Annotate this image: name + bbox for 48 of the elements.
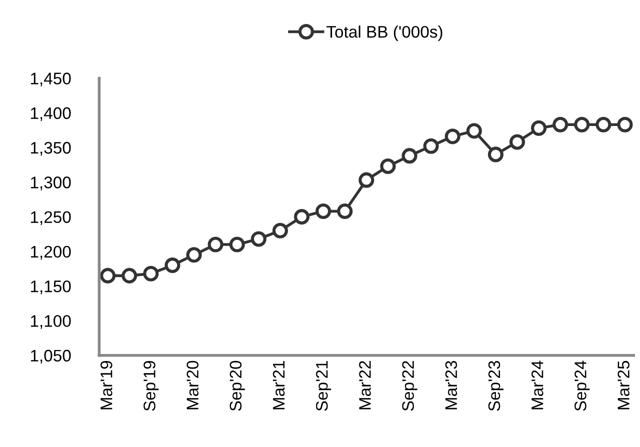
point — [186, 247, 202, 263]
point — [402, 148, 418, 164]
point — [272, 222, 288, 238]
x-tick-label: Sep'21 — [316, 361, 332, 411]
x-tick-label: Mar'20 — [186, 360, 198, 410]
point — [488, 146, 504, 162]
y-tick-label: 1,050 — [30, 350, 71, 364]
point — [229, 236, 245, 252]
x-tick-label: Mar'19 — [100, 361, 112, 410]
point — [466, 123, 482, 139]
point — [122, 268, 138, 284]
x-tick-label: Sep'19 — [144, 361, 159, 411]
y-tick-label: 1,350 — [30, 142, 71, 156]
point — [552, 116, 568, 132]
x-tick-label: Sep'24 — [574, 360, 590, 411]
point — [294, 209, 310, 225]
y-tick-label: 1,300 — [30, 176, 71, 190]
y-tick-label: 1,450 — [30, 72, 71, 86]
x-tick-label: Sep'20 — [230, 360, 245, 411]
point — [358, 172, 374, 188]
point — [444, 128, 460, 144]
x-tick-label: Mar'25 — [618, 360, 630, 410]
point — [509, 134, 526, 150]
point — [337, 203, 353, 220]
point — [164, 258, 180, 274]
point — [423, 138, 439, 154]
x-tick-label: Mar'23 — [445, 360, 458, 410]
point — [380, 158, 396, 174]
y-tick-label: 1,100 — [30, 315, 71, 329]
point — [574, 116, 590, 132]
x-tick-label: Sep'23 — [488, 360, 504, 411]
y-tick-label: 1,150 — [30, 280, 71, 294]
x-tick-label: Mar'24 — [531, 360, 544, 410]
point — [316, 203, 332, 220]
x-tick-label: Mar'21 — [272, 361, 285, 410]
point — [596, 116, 612, 132]
x-tick-label: Sep'22 — [402, 361, 418, 411]
y-tick-label: 1,250 — [30, 211, 71, 225]
point — [617, 116, 633, 132]
point — [208, 236, 224, 252]
y-tick-label: 1,200 — [30, 246, 71, 260]
point — [250, 231, 266, 247]
point — [100, 268, 116, 284]
x-tick-label: Mar'22 — [359, 361, 371, 410]
y-tick-label: 1,400 — [30, 107, 71, 122]
point — [143, 266, 159, 282]
legend-label: Total BB ('000s) — [326, 26, 442, 42]
point — [531, 120, 547, 136]
